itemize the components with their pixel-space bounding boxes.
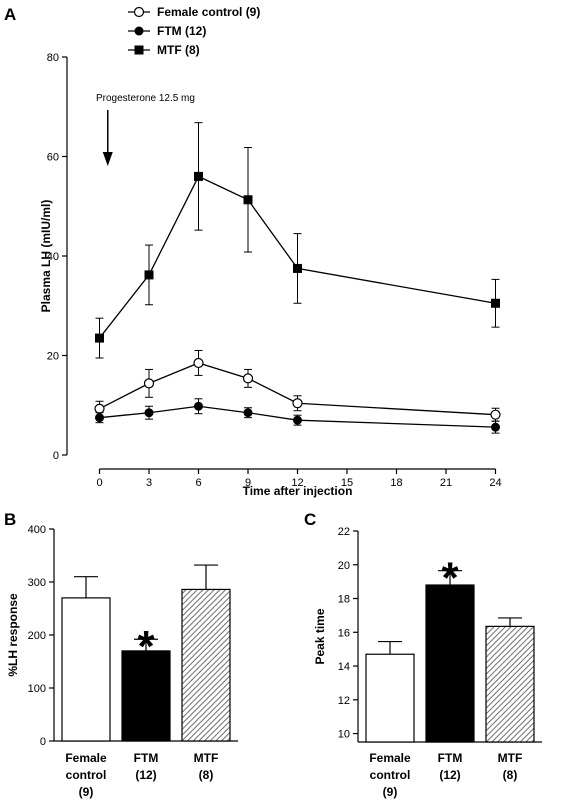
chart-panel-b: 0 100 200 300 400 %LH response Female control (9… [6,524,238,799]
category-label: (8) [199,768,214,782]
category-label: FTM [438,751,463,765]
category-label: MTF [194,751,219,765]
data-point [490,409,501,420]
x-tick-label: 0 [96,477,102,489]
data-point [95,413,104,423]
arrow-head [102,152,113,166]
bar-2 [181,588,231,742]
significance-star: * [137,622,155,671]
data-point [143,378,155,389]
bar-2 [485,625,535,743]
bar-1 [425,584,475,743]
data-point [293,415,302,425]
y-tick-label: 16 [338,627,350,639]
x-tick-label: 3 [146,477,152,489]
x-tick-label: 24 [489,477,501,489]
data-point [242,373,254,384]
legend-label: MTF (8) [157,43,200,57]
category-label: control [66,768,107,782]
y-tick-label: 12 [338,695,350,707]
legend-label: FTM (12) [157,24,206,38]
data-point [193,357,204,369]
data-point [293,263,302,273]
y-tick-label: 10 [338,729,350,741]
x-tick-label: 15 [341,477,353,489]
y-tick-label: 40 [47,251,59,263]
y-axis-title: %LH response [6,593,20,677]
panel-label-c: C [304,510,316,529]
x-tick-label: 21 [440,477,452,489]
legend-marker [133,6,145,18]
category-label: MTF [498,751,523,765]
y-tick-label: 0 [40,736,46,748]
data-point [292,398,303,409]
data-point [194,401,203,411]
y-tick-label: 14 [338,661,350,673]
data-point [243,408,253,418]
x-tick-label: 6 [195,477,201,489]
category-label: FTM [134,751,159,765]
y-tick-label: 300 [28,577,46,589]
y-tick-label: 22 [338,526,350,538]
panel-label-a: A [4,5,16,24]
legend-marker [134,26,144,36]
data-point [194,171,203,181]
series-line-2 [98,175,496,339]
panel-label-b: B [4,510,16,529]
y-tick-label: 18 [338,594,350,606]
category-label: (9) [383,785,398,799]
y-tick-label: 400 [28,524,46,536]
y-tick-label: 0 [53,450,59,462]
significance-star: * [441,554,459,603]
bar-1 [121,650,171,742]
legend-marker [134,45,144,55]
chart-panel-a: 0 20 40 60 80 0 3 6 9 12 15 18 21 24 Time after inject… [39,5,502,498]
y-tick-label: 20 [47,351,59,363]
data-point [491,422,500,432]
data-point [144,408,154,418]
y-tick-label: 20 [338,560,350,572]
data-point [243,195,253,205]
bar-0 [61,597,111,742]
legend-label: Female control (9) [157,5,260,19]
data-point [491,298,500,308]
category-label: Female [369,751,411,765]
data-point [95,333,104,343]
y-tick-label: 200 [28,630,46,642]
category-label: (9) [79,785,94,799]
x-tick-label: 12 [291,477,303,489]
bar-0 [365,653,415,743]
y-axis-title: Plasma LH (mIU/ml) [39,200,53,313]
series-line-1 [99,405,496,428]
data-point [94,403,105,414]
y-axis-title: Peak time [313,608,327,664]
y-tick-label: 80 [47,52,59,64]
annotation-text: Progesterone 12.5 mg [96,93,195,104]
category-label: control [370,768,411,782]
data-point [144,270,154,280]
chart-panel-c: 10 12 14 16 18 20 22 Peak time Female control (9) *… [313,526,542,799]
x-axis-title: Time after injection [243,484,353,498]
category-label: Female [65,751,107,765]
series-line-0 [99,362,496,416]
x-tick-label: 18 [390,477,402,489]
category-label: (12) [135,768,156,782]
category-label: (8) [503,768,518,782]
y-tick-label: 100 [28,683,46,695]
y-tick-label: 60 [47,152,59,164]
category-label: (12) [439,768,460,782]
x-tick-label: 9 [245,477,251,489]
